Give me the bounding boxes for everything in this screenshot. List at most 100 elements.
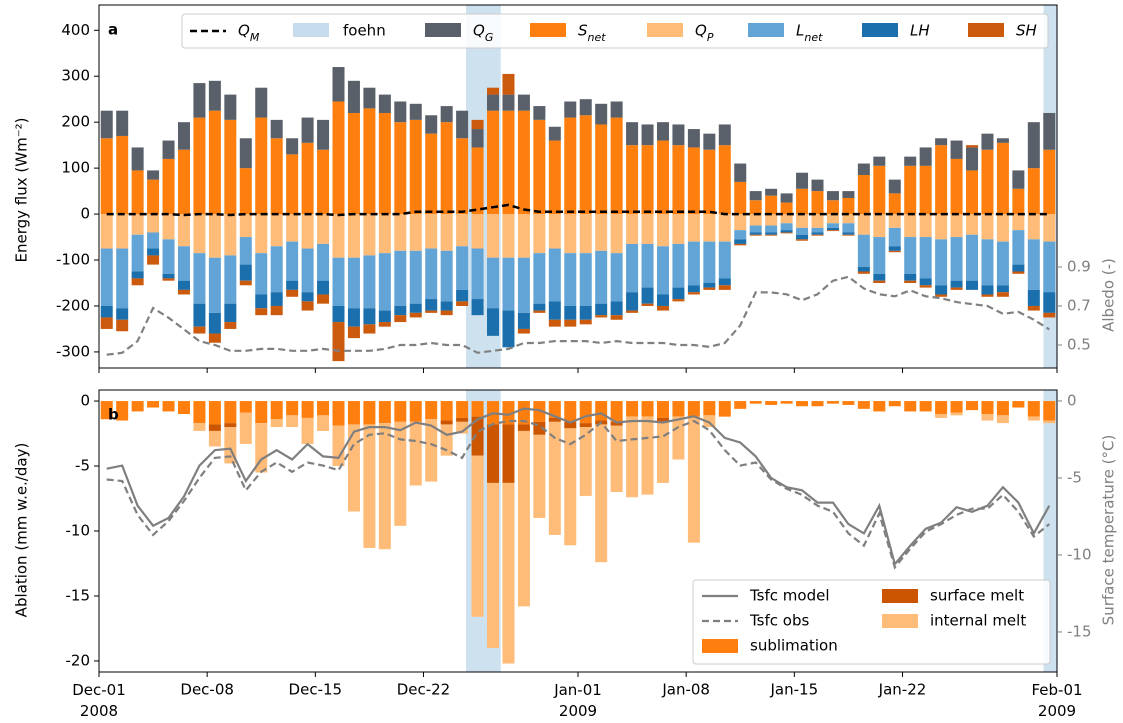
bar-segment	[425, 115, 438, 134]
bar-segment	[935, 401, 948, 415]
bar-segment	[255, 308, 268, 316]
bar-segment	[425, 401, 438, 420]
bar-segment	[378, 310, 391, 323]
bar-segment	[842, 234, 855, 236]
bar-segment	[626, 122, 639, 146]
bar-segment	[718, 124, 731, 146]
bar-segment	[517, 94, 530, 111]
bar-segment	[286, 289, 299, 297]
bar-segment	[440, 420, 453, 425]
bar-segment	[332, 401, 345, 426]
bar-segment	[409, 214, 422, 251]
bar-segment	[811, 401, 824, 407]
bar-segment	[239, 214, 252, 238]
bar-segment	[1012, 214, 1025, 231]
bar-segment	[857, 163, 870, 176]
bar-segment	[440, 106, 453, 123]
bar-segment	[440, 214, 453, 251]
bar-segment	[131, 401, 144, 412]
bar-segment	[826, 401, 839, 404]
bar-segment	[564, 428, 577, 546]
bar-segment	[425, 214, 438, 249]
bar-segment	[656, 421, 669, 483]
bar-segment	[981, 149, 994, 215]
legend-label: sublimation	[750, 637, 838, 655]
bar-segment	[425, 248, 438, 300]
bar-segment	[208, 430, 221, 447]
bar-segment	[116, 248, 129, 309]
bar-segment	[950, 287, 963, 290]
bar-segment	[1043, 149, 1056, 215]
panel-label: a	[108, 21, 118, 39]
bar-segment	[564, 101, 577, 118]
label-line: Dec-01	[72, 681, 126, 699]
bar-segment	[595, 103, 608, 125]
y2-axis-label: Surface temperature (°C)	[1100, 435, 1118, 626]
bar-segment	[193, 401, 206, 424]
bar-segment	[440, 310, 453, 316]
bar-segment	[378, 423, 391, 550]
bar-segment	[919, 214, 932, 238]
bar-segment	[765, 214, 778, 226]
bar-segment	[255, 294, 268, 309]
bar-segment	[131, 170, 144, 215]
bar-segment	[579, 115, 592, 215]
bar-segment	[656, 294, 669, 306]
bar-segment	[409, 421, 422, 486]
bar-segment	[471, 401, 484, 417]
bar-segment	[548, 417, 561, 422]
bar-segment	[826, 214, 839, 224]
bar-segment	[811, 232, 824, 235]
bar-segment	[718, 241, 731, 279]
bar-segment	[193, 214, 206, 254]
bar-segment	[147, 170, 160, 180]
bar-segment	[610, 101, 623, 118]
y-tick-label: 400	[61, 21, 90, 39]
bar-segment	[471, 214, 484, 249]
bar-segment	[811, 179, 824, 192]
bar-segment	[765, 188, 778, 196]
bar-segment	[162, 239, 175, 274]
bar-segment	[687, 416, 700, 543]
bar-segment	[966, 234, 979, 281]
bar-segment	[718, 285, 731, 290]
bar-segment	[317, 294, 330, 304]
bar-segment	[703, 133, 716, 150]
bar-segment	[935, 214, 948, 240]
legend-label: SH	[1016, 22, 1037, 40]
bar-segment	[687, 401, 700, 417]
bar-segment	[888, 401, 901, 407]
bar-segment	[502, 424, 515, 483]
bar-segment	[1027, 214, 1040, 240]
bar-segment	[595, 401, 608, 421]
bar-segment	[487, 110, 500, 215]
bar-segment	[517, 401, 530, 425]
bar-segment	[208, 401, 221, 425]
bar-segment	[471, 129, 484, 148]
bar-segment	[935, 294, 948, 297]
bar-segment	[502, 310, 515, 348]
legend-label: Tsfc obs	[749, 612, 809, 630]
bar-segment	[471, 119, 484, 130]
legend-swatch	[748, 23, 784, 37]
bar-segment	[1012, 188, 1025, 215]
subscript: M	[250, 31, 260, 44]
legend-swatch	[882, 589, 918, 603]
bar-segment	[533, 214, 546, 254]
bar-segment	[347, 326, 360, 339]
y2-tick-label: -15	[1067, 622, 1092, 640]
bar-segment	[641, 243, 654, 288]
bar-segment	[888, 246, 901, 251]
bar-segment	[904, 401, 917, 412]
bar-segment	[193, 253, 206, 304]
bar-segment	[394, 421, 407, 526]
bar-segment	[409, 401, 422, 422]
bar-segment	[919, 165, 932, 215]
y-tick-label: -200	[56, 296, 90, 314]
bar-segment	[641, 145, 654, 215]
bar-segment	[487, 257, 500, 309]
bar-segment	[394, 101, 407, 123]
bar-segment	[672, 299, 685, 302]
bar-segment	[595, 303, 608, 316]
